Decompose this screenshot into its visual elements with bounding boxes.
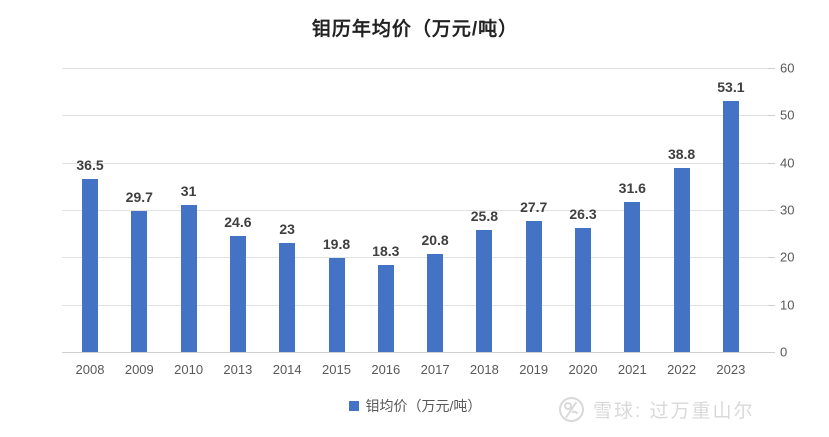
x-axis-tick-label: 2021 [617, 362, 647, 377]
chart-title: 钼历年均价（万元/吨） [311, 19, 519, 40]
bar-2020 [575, 227, 591, 352]
x-axis-tick-label: 2023 [716, 362, 746, 377]
gridline [62, 257, 768, 259]
x-axis-tick-label: 2015 [322, 362, 351, 377]
y-axis-tick-label: 10 [780, 297, 795, 313]
x-axis-tick-label: 2016 [371, 362, 401, 377]
gridline [62, 210, 768, 211]
watermark-text: 雪球: 过万重山尔 [593, 401, 755, 422]
y-axis-tick-label: 0 [780, 344, 788, 360]
bar-2021 [624, 202, 641, 352]
x-axis-tick-label: 2017 [420, 362, 450, 377]
x-axis-tick-label: 2020 [568, 362, 598, 377]
legend: 钼均价（万元/吨） [62, 396, 768, 416]
bar-value-label: 23 [279, 221, 295, 238]
y-axis-tick-mark [768, 304, 775, 306]
y-axis-tick-label: 40 [780, 155, 795, 171]
plot-area: 36.5 29.7 31 24.6 23 19.8 18.3 20.8 25.8 27.7 26.3… [62, 68, 768, 353]
bar-value-label: 19.8 [322, 236, 351, 253]
gridline [62, 115, 768, 117]
gridline [62, 162, 768, 164]
bar-value-label: 24.6 [224, 213, 252, 230]
xueqiu-snowball-logo-icon [559, 397, 584, 422]
bar-2013 [229, 235, 246, 352]
legend-marker-square [348, 401, 359, 411]
bar-value-label: 20.8 [421, 231, 449, 248]
bar-value-label: 18.3 [372, 243, 400, 260]
y-axis-tick-mark [768, 115, 775, 117]
bar-2010 [180, 205, 197, 352]
y-axis-tick-label: 60 [780, 60, 795, 76]
bar-value-label: 25.8 [470, 207, 499, 224]
y-axis-tick-mark [768, 68, 775, 69]
bar-2017 [427, 253, 444, 352]
bar-2014 [279, 243, 296, 352]
bar-value-label: 26.3 [569, 205, 597, 222]
x-axis-tick-label: 2019 [519, 362, 549, 377]
bar-2022 [673, 168, 690, 352]
bar-value-label: 36.5 [76, 157, 104, 174]
x-axis-line [62, 352, 768, 353]
x-axis-tick-label: 2008 [75, 362, 105, 377]
legend-label: 钼均价（万元/吨） [365, 398, 482, 414]
bar-2015 [328, 258, 345, 352]
y-axis-tick-mark [768, 162, 775, 164]
gridline [62, 68, 768, 69]
bar-value-label: 31.6 [618, 180, 646, 197]
bar-2023 [722, 100, 739, 352]
x-axis-tick-label: 2013 [223, 362, 253, 377]
gridline [62, 304, 768, 306]
y-axis-tick-mark [768, 352, 775, 353]
bar-value-label: 38.8 [667, 146, 696, 163]
y-axis-tick-mark [768, 210, 775, 211]
bar-2016 [377, 265, 394, 352]
bar-2018 [476, 229, 493, 352]
bar-value-label: 53.1 [717, 78, 745, 95]
y-axis-tick-mark [768, 257, 775, 259]
y-axis-tick-label: 50 [780, 107, 795, 123]
watermark: 雪球: 过万重山尔 [558, 396, 755, 423]
bar-value-label: 29.7 [125, 189, 153, 206]
x-axis-tick-label: 2014 [272, 362, 302, 377]
y-axis-tick-label: 30 [780, 202, 795, 218]
bar-2009 [131, 211, 148, 352]
bar-2019 [525, 220, 542, 352]
bar-value-label: 27.7 [520, 198, 548, 215]
bar-2008 [82, 179, 98, 352]
x-axis-tick-label: 2010 [174, 362, 204, 377]
y-axis-tick-label: 20 [780, 249, 795, 265]
x-axis-tick-label: 2018 [469, 362, 499, 377]
x-axis-tick-label: 2009 [124, 362, 154, 377]
bar-value-label: 31 [180, 183, 197, 200]
x-axis-tick-label: 2022 [667, 362, 697, 377]
